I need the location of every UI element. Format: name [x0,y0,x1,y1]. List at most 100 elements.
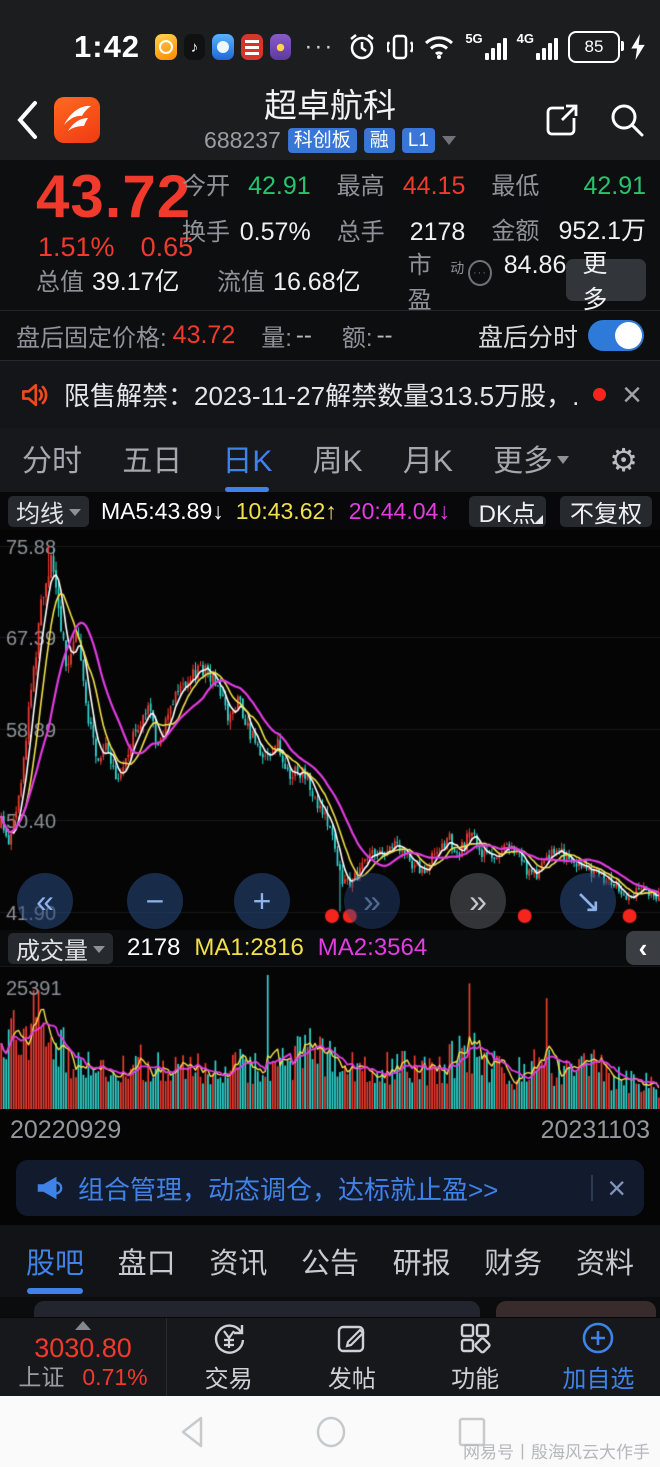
more-quote-button[interactable]: 更多 [566,250,646,314]
tab-research[interactable]: 研报 [392,1248,451,1280]
tab-announcements[interactable]: 公告 [300,1248,359,1280]
nav-back-button[interactable] [175,1414,209,1450]
content-section-tabs: 股吧 盘口 资讯 公告 研报 财务 资料 [0,1225,660,1297]
tab-minute[interactable]: 分时 [22,445,82,478]
tab-weekly-k[interactable]: 周K [312,445,363,478]
change-absolute: 0.65 [140,232,194,262]
blue-app-icon [212,34,235,60]
amount-label: 金额 [491,218,540,245]
tab-profile[interactable]: 资料 [575,1248,634,1280]
announcement-text[interactable]: 限售解禁：2023-11-27解禁数量313.5万股，... [64,381,578,411]
after-hours-toggle-label: 盘后分时 [477,323,578,352]
nav-recents-button[interactable] [455,1414,489,1450]
after-hours-toggle[interactable] [588,320,644,351]
low-value: 42.91 [583,171,647,200]
after-hours-row: 盘后固定价格: 43.72 量: -- 额: -- 盘后分时 [0,310,660,360]
expand-caret-icon[interactable] [75,1321,91,1330]
gear-icon[interactable]: ⚙ [609,442,638,478]
zoom-out-button[interactable]: − [127,873,183,929]
zoom-in-button[interactable]: + [234,873,290,929]
trade-button[interactable]: 交易 [167,1318,290,1396]
turnover-value: 0.57% [239,217,311,246]
more-notifications-icon: ··· [304,33,335,60]
volume-chart-area[interactable] [0,966,660,1109]
kline-legend-row: 均线 MA5:43.89↓ 10:43.62↑ 20:44.04↓ DK点 不复… [0,492,660,530]
collapse-panel-button[interactable]: ‹ [626,931,660,965]
index-summary-cell[interactable]: 3030.80 上证 0.71% [0,1318,167,1396]
axis-start-date: 20220929 [10,1115,122,1144]
turnover-label: 换手 [182,218,230,246]
pan-left-button[interactable]: « [17,873,73,929]
battery-icon: 85 [568,31,624,63]
dk-point-button[interactable]: DK点 [468,495,546,528]
share-icon[interactable] [542,100,582,140]
ma10-legend: 10:43.62↑ [235,497,337,524]
after-hours-price-label: 盘后固定价格: [16,325,167,352]
back-button[interactable] [14,92,54,148]
volume-ma2-value: MA2:3564 [317,934,428,961]
banner-close-icon[interactable]: × [607,1170,626,1206]
last-price: 43.72 [36,163,192,230]
floatcap-label: 流值 [217,269,266,296]
compose-icon [337,1325,365,1353]
announcement-close-icon[interactable]: × [622,375,642,414]
volume-label: 总手 [336,218,385,246]
volume-canvas[interactable] [0,967,660,1109]
jump-to-latest-button[interactable]: ↘ [560,873,616,929]
clock-time: 1:42 [74,29,141,64]
tab-daily-k[interactable]: 日K [222,436,272,484]
floatcap-value: 16.68亿 [273,268,361,296]
volume-value: 2178 [409,217,466,246]
after-hours-vol-value: -- [295,321,312,349]
tab-news[interactable]: 资讯 [209,1248,268,1280]
index-change: 0.71% [82,1364,148,1390]
alarm-icon [350,34,375,60]
tab-monthly-k[interactable]: 月K [402,445,453,478]
app-logo[interactable] [54,97,100,143]
after-hours-price: 43.72 [172,321,236,349]
nav-home-button[interactable] [313,1414,349,1450]
forum-post-card[interactable] [34,1301,480,1317]
forum-side-card[interactable] [496,1301,656,1317]
clipped-content-row [0,1297,660,1317]
signal-5g-icon: 5G [465,32,507,60]
adjust-mode-button[interactable]: 不复权 [560,495,652,528]
banner-divider [591,1175,594,1201]
kline-chart-area[interactable]: « − + » » ↘ [0,530,660,930]
quote-panel: 43.72 1.51% 0.65 今开 42.91 最高 44.15 最低 42.91… [0,160,660,314]
promo-banner-text[interactable]: 组合管理，动态调仓，达标就止盈>> [78,1174,499,1205]
stock-name: 超卓航科 [263,87,396,124]
functions-button[interactable]: 功能 [414,1318,537,1396]
amount-value: 952.1万 [558,217,647,245]
announcement-bar[interactable]: 限售解禁：2023-11-27解禁数量313.5万股，... × [0,360,660,428]
marketcap-value: 39.17亿 [92,268,180,296]
tab-order-book[interactable]: 盘口 [117,1248,176,1280]
kline-canvas[interactable] [0,530,660,930]
title-bar: 超卓航科 688237 科创板 融 L1 [0,80,660,160]
ma-selector-button[interactable]: 均线 [8,495,89,528]
level1-badge: L1 [401,128,435,153]
promo-banner-zone: 组合管理，动态调仓，达标就止盈>> × [0,1151,660,1225]
tab-5day[interactable]: 五日 [122,445,183,478]
add-plus-icon [583,1322,614,1354]
badge-dropdown-icon[interactable] [441,136,456,145]
pe-info-icon[interactable]: ··· [468,260,492,286]
promo-banner[interactable]: 组合管理，动态调仓，达标就止盈>> × [16,1160,644,1216]
pan-right-button[interactable]: » [450,873,506,929]
ma20-legend: 20:44.04↓ [348,497,450,524]
tab-financials[interactable]: 财务 [484,1248,543,1280]
watermark-text: 网易号丨殷海风云大作手 [463,1443,650,1462]
after-hours-vol-label: 量: [261,325,292,352]
add-watchlist-button[interactable]: 加自选 [537,1318,660,1396]
pan-right-dim-button[interactable]: » [344,873,400,929]
tab-stock-forum[interactable]: 股吧 [26,1240,84,1282]
post-button[interactable]: 发帖 [290,1318,413,1396]
ma5-legend: MA5:43.89↓ [101,497,224,524]
vibrate-icon [387,34,414,60]
change-percent: 1.51% [38,232,115,262]
index-value: 3030.80 [34,1333,132,1363]
search-icon[interactable] [608,101,646,139]
volume-indicator-selector[interactable]: 成交量 [8,932,113,965]
marketcap-label: 总值 [36,269,84,296]
tab-more[interactable]: 更多 [493,436,570,484]
